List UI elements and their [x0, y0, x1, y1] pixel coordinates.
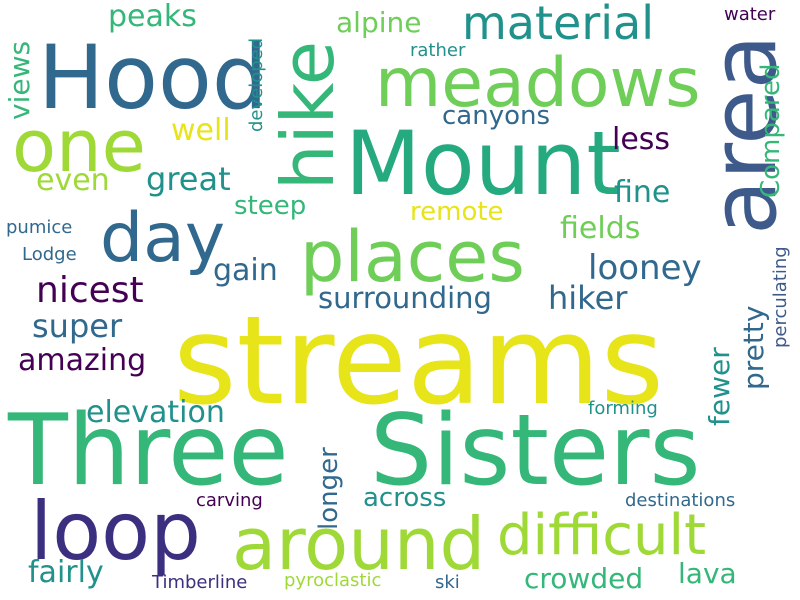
word-three: Three [8, 394, 289, 508]
word-well: well [171, 113, 231, 148]
word-less: less [612, 122, 671, 157]
word-pretty: pretty [737, 305, 770, 390]
word-sisters: Sisters [370, 394, 701, 508]
word-fine: fine [614, 175, 671, 210]
word-hike: hike [266, 40, 350, 190]
word-canyons: canyons [442, 101, 551, 131]
word-pyroclastic: pyroclastic [284, 570, 382, 591]
word-material: material [462, 0, 654, 50]
word-rather: rather [410, 40, 466, 61]
word-fewer: fewer [703, 347, 736, 426]
word-loop: loop [30, 485, 201, 578]
word-difficult: difficult [497, 503, 707, 568]
word-lodge: Lodge [22, 244, 77, 265]
word-steep: steep [234, 191, 307, 221]
word-lava: lava [678, 557, 737, 590]
word-nicest: nicest [36, 270, 144, 311]
word-destinations: destinations [625, 490, 736, 511]
word-one: one [12, 104, 146, 188]
word-hood: Hood [38, 26, 268, 129]
word-alpine: alpine [336, 6, 422, 39]
word-developed: developed [246, 37, 267, 132]
word-views: views [3, 40, 36, 120]
word-looney: looney [588, 248, 702, 288]
word-day: day [100, 199, 226, 278]
word-even: even [36, 163, 110, 198]
word-gain: gain [213, 253, 278, 288]
word-perculating: perculating [770, 246, 791, 348]
word-water: water [724, 4, 776, 25]
word-elevation: elevation [86, 395, 225, 430]
word-streams: streams [173, 290, 665, 432]
word-fairly: fairly [28, 555, 104, 590]
word-forming: forming [588, 398, 658, 419]
word-super: super [32, 307, 123, 345]
word-peaks: peaks [108, 0, 197, 34]
word-carving: carving [196, 490, 263, 511]
word-crowded: crowded [524, 562, 644, 595]
word-longer: longer [314, 447, 344, 530]
word-amazing: amazing [18, 343, 147, 378]
word-surrounding: surrounding [318, 281, 492, 315]
word-pumice: pumice [6, 217, 73, 238]
word-places: places [300, 216, 525, 298]
word-across: across [363, 483, 447, 513]
word-around: around [232, 502, 486, 586]
word-fields: fields [560, 211, 641, 246]
word-great: great [146, 160, 231, 198]
word-remote: remote [410, 197, 504, 227]
word-hiker: hiker [548, 279, 628, 317]
word-timberline: Timberline [152, 572, 248, 593]
word-mount: Mount [345, 112, 621, 215]
word-ski: ski [435, 572, 460, 593]
word-compared: Compared [756, 63, 786, 198]
word-meadows: meadows [375, 44, 701, 123]
